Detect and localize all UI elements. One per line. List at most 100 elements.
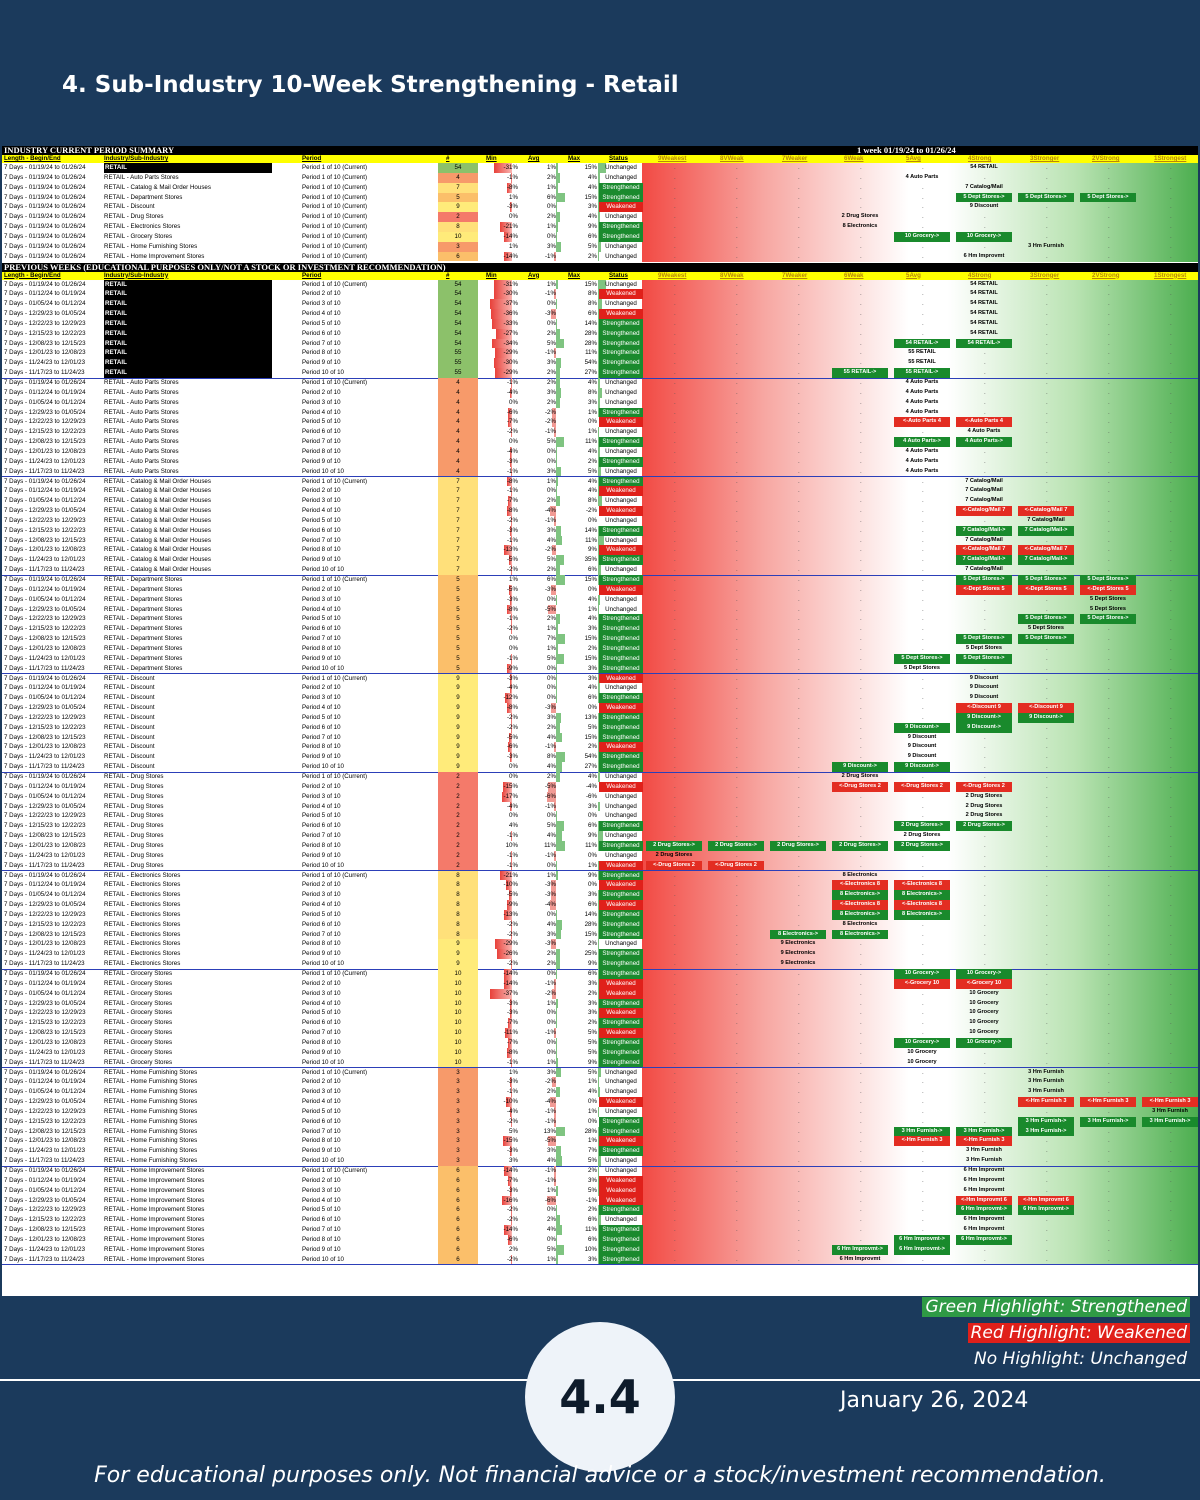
bucket-empty-dot: . — [736, 1245, 738, 1253]
stock-count: 6 — [438, 1166, 478, 1176]
avg-value: 3% — [547, 359, 556, 367]
period-range: 7 Days - 12/22/23 to 12/29/23 — [4, 812, 86, 820]
bucket-empty-dot: . — [922, 252, 924, 260]
bucket-empty-dot: . — [984, 881, 986, 889]
stock-count: 2 — [438, 811, 478, 822]
bucket-empty-dot: . — [860, 252, 862, 260]
table-row: 7 Days - 01/05/24 to 01/12/24 RETAIL Perio… — [2, 299, 1198, 310]
bucket-header: 9Weakest — [658, 271, 687, 279]
period-range: 7 Days - 01/12/24 to 01/19/24 — [4, 290, 86, 298]
avg-value: -2% — [544, 989, 556, 997]
avg-value: 0% — [547, 861, 556, 869]
max-value: 14% — [584, 526, 597, 534]
avg-bar — [556, 1146, 561, 1157]
max-bar — [598, 890, 600, 901]
bucket-cell: 2 Drug Stores-> — [708, 840, 764, 851]
sub-industry-name: RETAIL - Electronics Stores — [104, 901, 181, 909]
bucket-cell: 2 Drug Stores-> — [770, 840, 826, 851]
bucket-empty-dot: . — [736, 232, 738, 240]
bucket-empty-dot: . — [922, 1009, 924, 1017]
bucket-empty-dot: . — [1170, 851, 1172, 859]
bucket-empty-dot: . — [860, 516, 862, 524]
header-bg — [2, 271, 642, 280]
sub-industry-name: RETAIL - Auto Parts Stores — [104, 457, 179, 465]
stock-count: 8 — [438, 919, 478, 930]
sub-industry-name: RETAIL — [104, 348, 272, 359]
bucket-cell: 8 Electronics-> — [770, 929, 826, 940]
sub-industry-name: RETAIL - Electronics Stores — [104, 910, 181, 918]
status-badge: Strengthened — [599, 525, 643, 536]
bucket-empty-dot: . — [798, 438, 800, 446]
column-header: Avg — [528, 271, 540, 279]
bucket-empty-dot: . — [1108, 1009, 1110, 1017]
bucket-empty-dot: . — [984, 832, 986, 840]
status-badge: Strengthened — [599, 840, 643, 851]
bucket-cell: 6 Hm Improvmt — [963, 1167, 1005, 1173]
stock-count: 2 — [438, 781, 478, 792]
bucket-empty-dot: . — [1046, 398, 1048, 406]
status-badge: Strengthened — [599, 1047, 643, 1058]
avg-value: 1% — [547, 223, 556, 231]
period-range: 7 Days - 11/24/23 to 12/01/23 — [4, 654, 86, 662]
max-value: 8% — [588, 290, 597, 298]
avg-value: 4% — [547, 763, 556, 771]
status-badge: Weakened — [599, 742, 643, 753]
period-label: Period 2 of 10 — [302, 585, 341, 593]
sub-industry-name: RETAIL - Electronics Stores — [104, 891, 181, 899]
bucket-empty-dot: . — [1046, 290, 1048, 298]
min-bar — [509, 683, 512, 694]
sub-industry-name: RETAIL - Home Improvement Stores — [104, 1255, 205, 1263]
min-bar — [509, 732, 512, 743]
avg-bar — [556, 387, 561, 398]
avg-value: 0% — [547, 595, 556, 603]
min-bar — [502, 1195, 512, 1206]
status-badge: Weakened — [599, 545, 643, 556]
status-badge: Unchanged — [605, 164, 637, 171]
period-range: 7 Days - 01/19/24 to 01/26/24 — [4, 280, 86, 288]
max-value: 14% — [584, 910, 597, 918]
max-value: 28% — [584, 1127, 597, 1135]
bucket-empty-dot: . — [736, 1068, 738, 1076]
max-value: 3% — [588, 1009, 597, 1017]
bucket-cell: 9 Discount-> — [956, 712, 1012, 723]
avg-bar — [556, 1126, 565, 1137]
min-value: -1% — [506, 467, 518, 475]
bucket-cell: <-Catalog/Mail 7 — [956, 545, 1012, 556]
table-row: 7 Days - 01/19/24 to 01/26/24 RETAIL - De… — [2, 575, 1198, 585]
bucket-empty-dot: . — [736, 1186, 738, 1194]
avg-bar — [556, 712, 561, 723]
bucket-empty-dot: . — [736, 164, 738, 171]
period-range: 7 Days - 01/19/24 to 01/26/24 — [4, 252, 86, 260]
max-bar — [598, 1077, 599, 1088]
max-value: 5% — [588, 1048, 597, 1056]
min-bar — [510, 712, 512, 723]
table-row: 7 Days - 01/19/24 to 01/26/24 RETAIL - Au… — [2, 378, 1198, 388]
bucket-header: 3Stronger — [1030, 155, 1060, 162]
bucket-empty-dot: . — [1108, 960, 1110, 968]
bucket-cell: 5 Dept Stores-> — [1018, 575, 1074, 585]
bucket-cell: <-Drug Stores 2 — [832, 781, 888, 792]
bucket-empty-dot: . — [860, 674, 862, 682]
bucket-empty-dot: . — [674, 910, 676, 918]
stock-count: 5 — [438, 643, 478, 654]
period-label: Period 1 of 10 (Current) — [302, 252, 367, 260]
max-value: 9% — [588, 960, 597, 968]
bucket-empty-dot: . — [984, 1245, 986, 1253]
bucket-empty-dot: . — [860, 1206, 862, 1214]
stock-count: 10 — [438, 1057, 478, 1068]
avg-value: -1% — [544, 743, 556, 751]
bucket-empty-dot: . — [1170, 193, 1172, 201]
bucket-empty-dot: . — [798, 910, 800, 918]
sub-industry-name: RETAIL — [104, 318, 272, 329]
max-value: 1% — [588, 1107, 597, 1115]
bucket-empty-dot: . — [1170, 1019, 1172, 1027]
table-row: 7 Days - 01/19/24 to 01/26/24 RETAIL - Gr… — [2, 231, 1198, 242]
bucket-empty-dot: . — [1170, 566, 1172, 574]
avg-value: 2% — [547, 173, 556, 181]
bucket-empty-dot: . — [798, 213, 800, 221]
bucket-empty-dot: . — [922, 164, 924, 171]
bucket-empty-dot: . — [736, 832, 738, 840]
bucket-empty-dot: . — [798, 379, 800, 386]
period-range: 7 Days - 12/01/23 to 12/08/23 — [4, 1137, 86, 1145]
status-badge: Unchanged — [605, 940, 637, 948]
